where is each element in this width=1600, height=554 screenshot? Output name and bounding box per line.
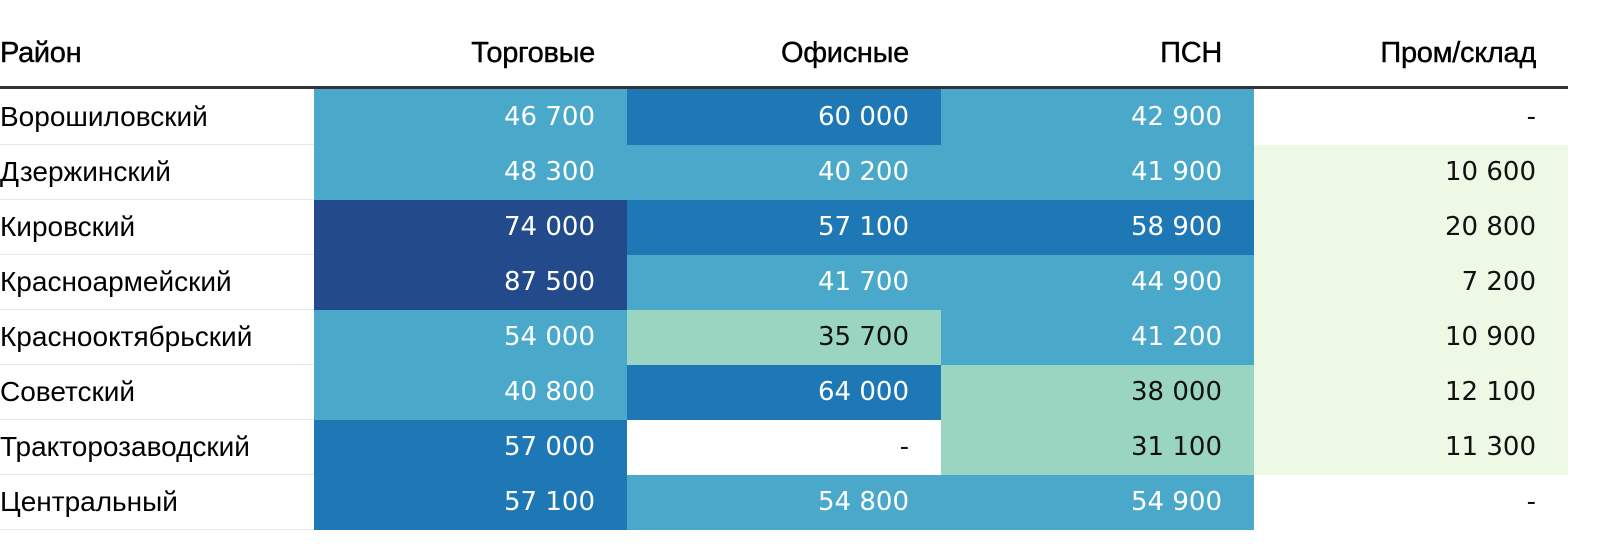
- value-cell: 41 700: [627, 254, 941, 310]
- value-cell: 54 900: [941, 474, 1254, 530]
- district-name-cell: Красноармейский: [0, 254, 314, 310]
- value-cell: 7 200: [1254, 254, 1568, 310]
- value-cell: 57 100: [627, 199, 941, 255]
- district-name-cell: Краснооктябрьский: [0, 309, 314, 365]
- value-cell: 31 100: [941, 419, 1254, 475]
- value-cell: 57 100: [314, 474, 627, 530]
- value-cell: 74 000: [314, 199, 627, 255]
- column-header-district: Район: [0, 20, 314, 89]
- value-cell: 54 800: [627, 474, 941, 530]
- value-cell: -: [1254, 474, 1568, 530]
- value-cell: 11 300: [1254, 419, 1568, 475]
- table-row: Советский 40 800 64 000 38 000 12 100: [0, 364, 1568, 420]
- district-name-cell: Дзержинский: [0, 144, 314, 200]
- table-row: Краснооктябрьский 54 000 35 700 41 200 10 90…: [0, 309, 1568, 365]
- value-cell: -: [627, 419, 941, 475]
- district-name-cell: Центральный: [0, 474, 314, 530]
- value-cell: 20 800: [1254, 199, 1568, 255]
- value-cell: 46 700: [314, 87, 627, 145]
- value-cell: 12 100: [1254, 364, 1568, 420]
- value-cell: 60 000: [627, 87, 941, 145]
- value-cell: 58 900: [941, 199, 1254, 255]
- value-cell: 44 900: [941, 254, 1254, 310]
- value-cell: 38 000: [941, 364, 1254, 420]
- table-row: Кировский 74 000 57 100 58 900 20 800: [0, 199, 1568, 255]
- value-cell: 57 000: [314, 419, 627, 475]
- value-cell: 40 800: [314, 364, 627, 420]
- column-header-retail: Торговые: [314, 20, 627, 89]
- value-cell: 64 000: [627, 364, 941, 420]
- value-cell: -: [1254, 87, 1568, 145]
- value-cell: 40 200: [627, 144, 941, 200]
- district-name-cell: Кировский: [0, 199, 314, 255]
- column-header-psn: ПСН: [941, 20, 1254, 89]
- value-cell: 54 000: [314, 309, 627, 365]
- table-row: Тракторозаводский 57 000-31 100 11 300: [0, 419, 1568, 475]
- value-cell: 42 900: [941, 87, 1254, 145]
- value-cell: 10 600: [1254, 144, 1568, 200]
- table-row: Дзержинский 48 300 40 200 41 900 10 600: [0, 144, 1568, 200]
- value-cell: 48 300: [314, 144, 627, 200]
- table-body: Ворошиловский 46 700 60 000 42 900- Дзержинс…: [0, 87, 1568, 530]
- table-row: Центральный 57 100 54 800 54 900-: [0, 474, 1568, 530]
- value-cell: 35 700: [627, 309, 941, 365]
- district-name-cell: Ворошиловский: [0, 87, 314, 145]
- district-name-cell: Советский: [0, 364, 314, 420]
- value-cell: 41 900: [941, 144, 1254, 200]
- heatmap-table: Район Торговые Офисные ПСН Пром/склад Во…: [0, 20, 1568, 530]
- table-row: Красноармейский 87 500 41 700 44 900 7 200: [0, 254, 1568, 310]
- table-header: Район Торговые Офисные ПСН Пром/склад: [0, 20, 1568, 89]
- value-cell: 41 200: [941, 309, 1254, 365]
- value-cell: 10 900: [1254, 309, 1568, 365]
- district-name-cell: Тракторозаводский: [0, 419, 314, 475]
- value-cell: 87 500: [314, 254, 627, 310]
- table-row: Ворошиловский 46 700 60 000 42 900-: [0, 87, 1568, 145]
- header-row: Район Торговые Офисные ПСН Пром/склад: [0, 20, 1568, 89]
- column-header-office: Офисные: [627, 20, 941, 89]
- column-header-industrial: Пром/склад: [1254, 20, 1568, 89]
